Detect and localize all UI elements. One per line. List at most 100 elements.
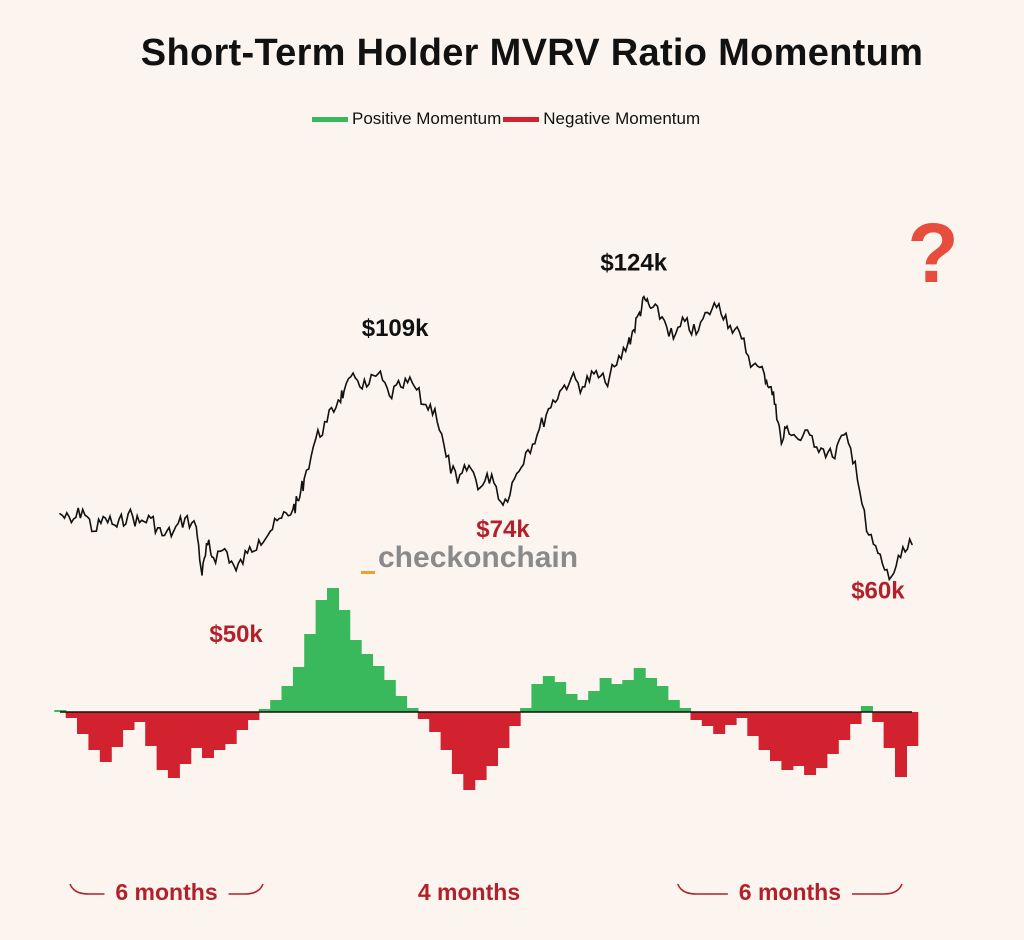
legend-positive-label: Positive Momentum (352, 109, 502, 128)
price-point (752, 364, 754, 366)
legend: Positive Momentum Negative Momentum (312, 108, 700, 130)
price-point (337, 399, 340, 401)
momentum-bar-negative (735, 712, 748, 718)
price-point (740, 338, 743, 340)
price-point (536, 434, 538, 436)
momentum-bar-negative (883, 712, 896, 748)
price-point (644, 298, 646, 301)
price-point (400, 386, 402, 388)
watermark-accent (361, 571, 375, 574)
legend-negative-swatch (503, 116, 540, 122)
price-label-low: $50k (209, 621, 263, 648)
momentum-bar-positive (372, 666, 385, 712)
momentum-bar-positive (395, 696, 408, 712)
momentum-bar-positive (406, 708, 419, 712)
momentum-bar-positive (554, 682, 567, 712)
momentum-bar-negative (463, 712, 476, 790)
price-point (292, 508, 294, 511)
price-point (246, 552, 249, 554)
price-point (127, 513, 129, 515)
momentum-bar-negative (781, 712, 794, 770)
price-point (354, 377, 357, 379)
price-point (269, 530, 272, 533)
price-point (314, 438, 317, 441)
momentum-bar-negative (133, 712, 146, 722)
momentum-bar-negative (747, 712, 760, 736)
momentum-bar-positive (338, 610, 351, 712)
price-point (911, 543, 913, 546)
price-point (172, 530, 175, 533)
price-point (468, 464, 470, 467)
price-label-high: $124k (600, 249, 667, 276)
price-point (377, 373, 379, 375)
period-annotations: 6 months 4 months 6 months (69, 879, 903, 905)
price-point (195, 526, 198, 528)
momentum-bar-positive (860, 706, 873, 712)
price-point (615, 364, 618, 366)
momentum-bar-negative (88, 712, 101, 750)
price-point (706, 311, 709, 314)
momentum-bar-negative (429, 712, 442, 732)
price-point (93, 530, 95, 533)
price-point (797, 438, 800, 441)
momentum-bar-negative (895, 712, 907, 777)
momentum-bar-positive (258, 709, 271, 712)
momentum-bar-negative (826, 712, 839, 754)
price-point (661, 316, 663, 318)
momentum-bar-negative (156, 712, 169, 770)
price-label-low: $74k (476, 516, 530, 543)
price-point (769, 386, 771, 388)
momentum-bar-positive (54, 710, 67, 712)
momentum-bar-positive (645, 678, 657, 712)
price-point (116, 526, 118, 528)
price-point (411, 381, 414, 384)
price-point (297, 499, 300, 502)
momentum-bar-negative (906, 712, 919, 746)
period-bracket (69, 883, 264, 895)
momentum-bar-negative (224, 712, 237, 744)
momentum-bar-positive (611, 684, 623, 712)
momentum-bar-negative (690, 712, 703, 720)
price-point (899, 556, 902, 559)
price-point (161, 534, 163, 537)
price-point (547, 408, 550, 410)
price-point (780, 443, 783, 445)
momentum-bar-negative (872, 712, 885, 722)
price-point (729, 324, 731, 327)
momentum-bar-positive (270, 700, 283, 712)
negative-momentum-area (65, 712, 919, 790)
price-point (434, 408, 436, 410)
price-point (774, 403, 777, 406)
period-label: 6 months (739, 879, 841, 905)
price-points (59, 298, 913, 581)
period-label: 6 months (115, 879, 217, 905)
momentum-bar-negative (758, 712, 771, 750)
price-point (456, 482, 459, 484)
legend-negative-label: Negative Momentum (543, 109, 701, 128)
price-point (422, 403, 425, 406)
price-point (104, 517, 107, 519)
watermark: checkonchain (378, 541, 578, 574)
momentum-bar-negative (179, 712, 192, 764)
price-label-low: $60k (851, 577, 905, 604)
momentum-bar-negative (838, 712, 851, 740)
price-point (684, 320, 686, 323)
price-point (809, 434, 811, 436)
price-point (235, 569, 237, 572)
price-point (786, 425, 788, 428)
price-point (303, 478, 306, 480)
momentum-bar-positive (315, 600, 328, 712)
price-point (343, 390, 345, 393)
momentum-bar-negative (474, 712, 487, 780)
price-point (70, 521, 73, 524)
price-point (150, 517, 152, 519)
momentum-bar-positive (633, 668, 646, 712)
momentum-bar-negative (508, 712, 521, 726)
momentum-bar-negative (701, 712, 714, 726)
momentum-bar-positive (520, 708, 533, 712)
momentum-bar-negative (770, 712, 782, 761)
momentum-bar-negative (122, 712, 135, 730)
price-point (604, 381, 607, 384)
price-point (138, 521, 141, 524)
